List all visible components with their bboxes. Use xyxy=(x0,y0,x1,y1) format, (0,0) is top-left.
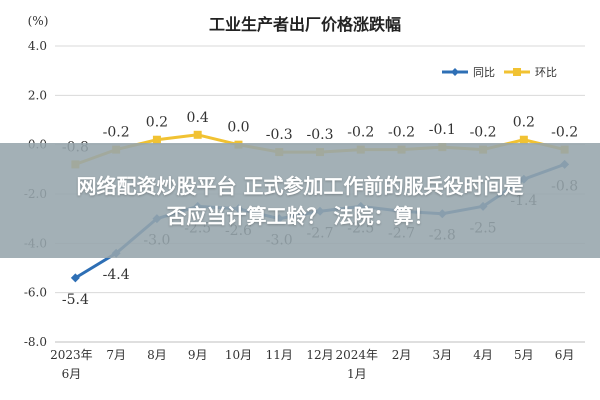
x-tick-label: 3月 xyxy=(432,348,452,362)
legend-marker xyxy=(451,68,459,76)
legend-marker xyxy=(513,68,521,76)
x-tick-label: 2月 xyxy=(392,348,412,362)
x-tick-label: 11月 xyxy=(266,348,293,362)
headline-line-1: 网络配资炒股平台 正式参加工作前的服兵役时间是 xyxy=(76,173,524,198)
x-tick-label: 10月 xyxy=(225,348,252,362)
data-point xyxy=(519,135,528,144)
y-tick-label: 4.0 xyxy=(28,39,47,53)
data-label: -0.2 xyxy=(470,125,497,141)
data-label: -0.2 xyxy=(103,125,130,141)
y-axis-unit: (%) xyxy=(28,14,49,28)
data-label: -0.3 xyxy=(307,127,334,143)
data-label: 0.4 xyxy=(187,110,209,126)
data-label: -0.1 xyxy=(429,122,456,138)
x-tick-label: 12月 xyxy=(306,348,333,362)
data-label: -0.2 xyxy=(347,125,374,141)
x-tick-label: 7月 xyxy=(106,348,126,362)
x-tick-label: 4月 xyxy=(473,348,493,362)
x-tick-label: 5月 xyxy=(514,348,534,362)
x-tick-label: 6月 xyxy=(62,367,82,381)
x-tick-label: 6月 xyxy=(555,348,575,362)
data-label: 0.2 xyxy=(513,115,535,131)
y-tick-label: 2.0 xyxy=(28,88,47,102)
chart-title: 工业生产者出厂价格涨跌幅 xyxy=(209,15,401,34)
x-tick-label: 1月 xyxy=(347,367,367,381)
data-label: 0.0 xyxy=(227,120,249,136)
data-point xyxy=(152,135,161,144)
data-label: -4.4 xyxy=(103,267,130,283)
data-label: -0.2 xyxy=(551,125,578,141)
headline-banner[interactable]: 网络配资炒股平台 正式参加工作前的服兵役时间是 否应当计算工龄？ 法院：算！ xyxy=(0,143,600,258)
data-label: 0.2 xyxy=(146,115,168,131)
legend-label: 环比 xyxy=(535,66,557,79)
data-point xyxy=(193,130,202,139)
x-tick-label: 9月 xyxy=(188,348,208,362)
headline-line-2: 否应当计算工龄？ 法院：算！ xyxy=(166,203,434,228)
x-tick-label: 8月 xyxy=(147,348,167,362)
y-tick-label: -8.0 xyxy=(24,335,47,349)
x-tick-label: 2023年 xyxy=(50,348,93,362)
x-tick-label: 2024年 xyxy=(335,348,378,362)
y-tick-label: -6.0 xyxy=(24,286,47,300)
legend: 同比 环比 xyxy=(442,66,557,79)
legend-label: 同比 xyxy=(473,66,495,79)
data-point xyxy=(70,273,80,283)
data-label: -0.2 xyxy=(388,125,415,141)
data-label: -5.4 xyxy=(62,292,89,308)
data-label: -0.3 xyxy=(266,127,293,143)
